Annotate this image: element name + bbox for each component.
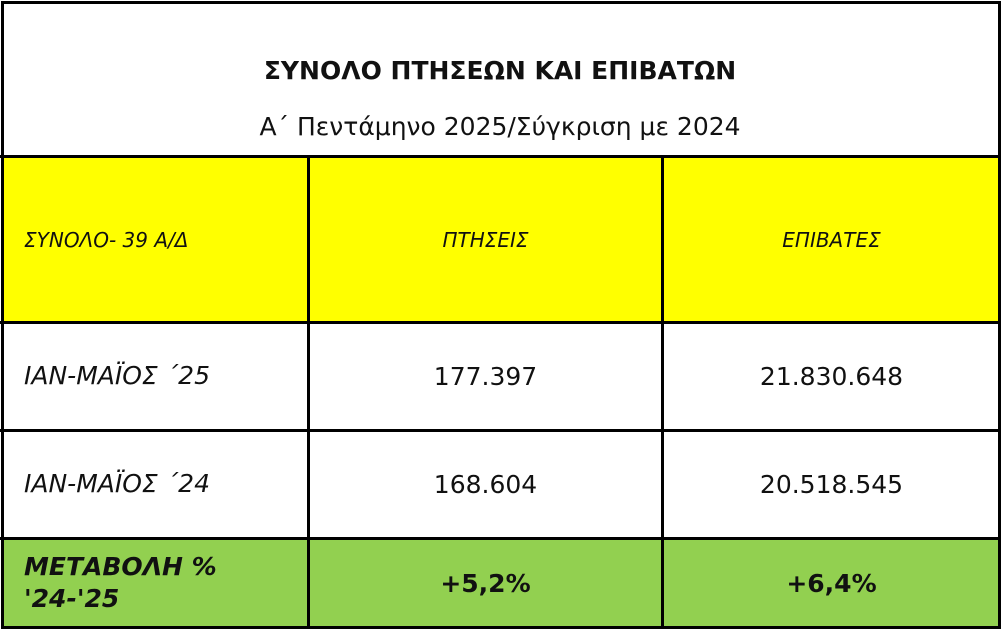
rule — [0, 429, 1000, 432]
rule — [0, 537, 1000, 540]
row-label: ΙΑΝ-ΜΑΪΟΣ ΄25 — [24, 361, 210, 391]
cell-value: +6,4% — [786, 568, 877, 598]
subtitle: Α΄ Πεντάμηνο 2025/Σύγκριση με 2024 — [259, 112, 741, 141]
column-header: ΕΠΙΒΑΤΕΣ — [782, 227, 881, 252]
cell-value: 20.518.545 — [759, 470, 904, 499]
rule — [0, 155, 1000, 158]
header-band — [3, 157, 999, 321]
rule — [661, 155, 664, 628]
cell-value: 177.397 — [433, 362, 538, 391]
rule — [307, 155, 310, 628]
cell-value: 168.604 — [433, 470, 538, 499]
change-band — [3, 540, 999, 626]
rule — [0, 321, 1000, 324]
column-header: ΣΥΝΟΛΟ- 39 Α/Δ — [24, 227, 189, 252]
row-label: ΜΕΤΑΒΟΛΗ % '24-'25 — [24, 551, 217, 614]
row-label: ΙΑΝ-ΜΑΪΟΣ ΄24 — [24, 469, 210, 499]
cell-value: 21.830.648 — [759, 362, 904, 391]
cell-value: +5,2% — [440, 568, 531, 598]
title: ΣΥΝΟΛΟ ΠΤΗΣΕΩΝ ΚΑΙ ΕΠΙΒΑΤΩΝ — [263, 56, 737, 85]
column-header: ΠΤΗΣΕΙΣ — [442, 227, 529, 252]
